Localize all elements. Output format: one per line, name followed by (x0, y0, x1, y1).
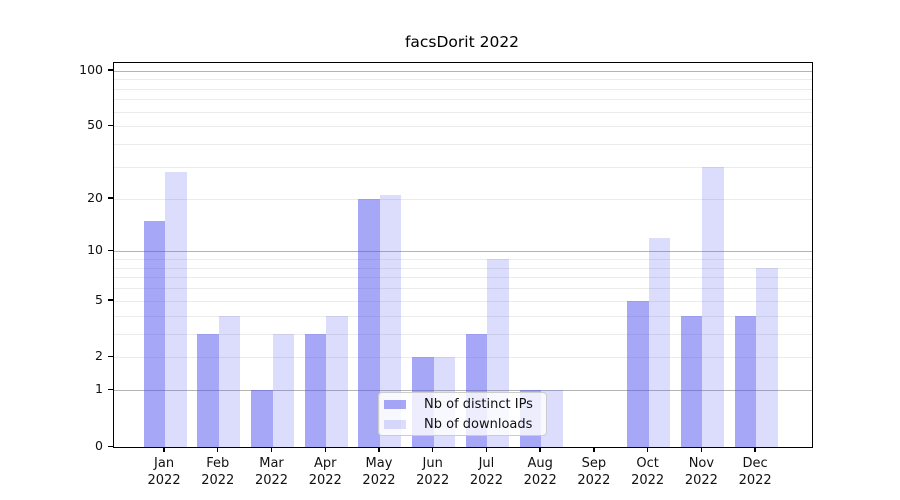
bar-downloads-jan (165, 172, 187, 447)
bar-distinct-ips-apr (304, 333, 327, 447)
gridline-minor (114, 111, 812, 113)
x-tick-label-may: May 2022 (362, 456, 396, 489)
bar-downloads-feb (218, 315, 241, 447)
bar-downloads-nov (702, 167, 724, 447)
bar-distinct-ips-mar (251, 390, 273, 447)
gridline-minor (114, 357, 812, 359)
gridline-minor (114, 198, 812, 200)
bar-downloads-dec (756, 267, 778, 447)
legend-label-distinct-ips: Nb of distinct IPs (424, 396, 533, 412)
x-tick-mark (163, 447, 165, 453)
x-tick-mark (270, 447, 273, 453)
y-tick-mark (108, 388, 113, 391)
bar-downloads-apr (326, 315, 348, 447)
bar-distinct-ips-oct (627, 300, 649, 447)
x-tick-label-aug: Aug 2022 (523, 456, 557, 489)
legend-swatch-distinct-ips (384, 399, 406, 409)
gridline-minor (114, 267, 812, 269)
gridline-minor (114, 88, 812, 90)
legend: Nb of distinct IPs Nb of downloads (378, 392, 547, 436)
bar-downloads-oct (648, 237, 671, 447)
gridline-minor (114, 79, 812, 81)
x-tick-mark (432, 447, 434, 453)
y-tick-mark (108, 299, 113, 301)
bar-downloads-may (379, 194, 402, 447)
x-tick-mark (700, 447, 703, 453)
x-tick-mark (593, 447, 595, 453)
x-tick-mark (217, 447, 219, 453)
x-tick-mark (485, 447, 488, 453)
x-tick-label-nov: Nov 2022 (684, 456, 718, 489)
gridline-minor (114, 315, 812, 317)
gridline-minor (114, 99, 812, 101)
x-tick-mark (754, 447, 756, 453)
x-tick-label-oct: Oct 2022 (631, 456, 665, 489)
bar-distinct-ips-dec (734, 315, 757, 447)
y-tick-mark (108, 355, 113, 358)
x-tick-mark (646, 447, 649, 453)
gridline-minor (114, 288, 812, 290)
y-tick-label: 0 (95, 438, 103, 453)
y-tick-mark (108, 197, 113, 199)
x-tick-mark (539, 447, 541, 453)
x-tick-label-jun: Jun 2022 (416, 456, 450, 489)
plot-area (113, 62, 813, 448)
x-tick-label-sep: Sep 2022 (577, 456, 611, 489)
x-tick-mark (378, 447, 380, 453)
chart-title: facsDorit 2022 (404, 33, 520, 51)
gridline-major (114, 390, 812, 392)
y-tick-label: 10 (87, 242, 103, 258)
x-tick-label-mar: Mar 2022 (254, 456, 289, 489)
gridline-minor (114, 259, 812, 261)
bar-downloads-mar (272, 333, 294, 447)
x-tick-label-jan: Jan 2022 (147, 456, 181, 489)
x-tick-label-feb: Feb 2022 (201, 456, 235, 489)
y-tick-label: 50 (87, 117, 103, 133)
gridline-minor (114, 277, 812, 279)
x-tick-label-dec: Dec 2022 (738, 456, 772, 489)
gridline-minor (114, 167, 812, 168)
gridline-minor (114, 300, 812, 302)
y-tick-mark (108, 124, 113, 127)
y-tick-label: 100 (79, 61, 103, 77)
y-tick-label: 20 (87, 189, 103, 205)
x-tick-label-jul: Jul 2022 (469, 456, 503, 489)
y-tick-label: 1 (95, 381, 103, 397)
gridline-major (114, 70, 812, 72)
bar-distinct-ips-jan (143, 220, 166, 447)
x-tick-label-apr: Apr 2022 (308, 456, 342, 489)
x-tick-mark (324, 447, 326, 453)
bar-distinct-ips-may (358, 198, 380, 447)
legend-swatch-downloads (384, 419, 406, 429)
bar-distinct-ips-feb (197, 333, 219, 447)
legend-label-downloads: Nb of downloads (424, 416, 533, 432)
gridline-minor (114, 144, 812, 146)
y-tick-label: 2 (95, 348, 103, 364)
legend-item-distinct-ips: Nb of distinct IPs (384, 397, 546, 412)
bar-distinct-ips-nov (680, 315, 703, 447)
y-tick-mark (108, 69, 113, 71)
legend-item-downloads: Nb of downloads (384, 417, 546, 432)
y-tick-label: 5 (95, 291, 103, 307)
y-tick-mark (108, 445, 113, 447)
gridline-minor (114, 126, 812, 128)
gridline-minor (114, 333, 812, 335)
y-tick-mark (108, 249, 113, 252)
gridline-major (114, 251, 812, 253)
